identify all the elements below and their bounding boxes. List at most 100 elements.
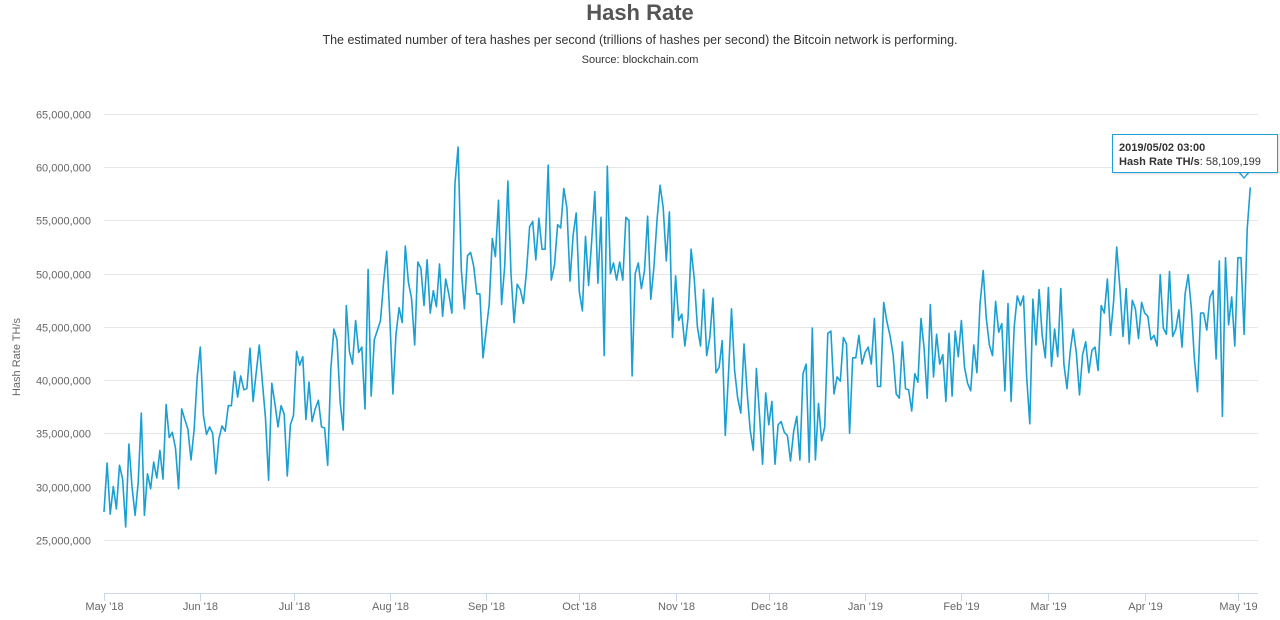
- data-point: [842, 337, 844, 339]
- data-point: [467, 255, 469, 257]
- data-point: [178, 488, 180, 490]
- data-point: [1240, 257, 1242, 259]
- y-tick-label: 30,000,000: [36, 483, 91, 495]
- data-point: [849, 432, 851, 434]
- data-point: [1097, 370, 1099, 372]
- data-point: [703, 289, 705, 291]
- data-point: [432, 290, 434, 292]
- data-point: [417, 261, 419, 263]
- data-point: [591, 240, 593, 242]
- data-point: [939, 363, 941, 365]
- x-tick-label: May '19: [1219, 601, 1257, 613]
- data-point: [811, 327, 813, 329]
- data-point: [709, 337, 711, 339]
- data-point: [286, 475, 288, 477]
- data-point: [846, 343, 848, 345]
- chart-title: Hash Rate: [586, 0, 694, 25]
- data-point: [1209, 296, 1211, 298]
- data-point: [196, 376, 198, 378]
- data-point: [998, 331, 1000, 333]
- data-point: [544, 248, 546, 250]
- data-point: [1100, 305, 1102, 307]
- data-point: [905, 388, 907, 390]
- data-point: [1221, 415, 1223, 417]
- data-point: [240, 375, 242, 377]
- data-point: [168, 437, 170, 439]
- data-point: [289, 424, 291, 426]
- data-point: [1001, 323, 1003, 325]
- data-point: [352, 363, 354, 365]
- x-tick-label: Jan '19: [848, 601, 883, 613]
- data-point: [653, 266, 655, 268]
- data-point: [383, 281, 385, 283]
- data-point: [414, 344, 416, 346]
- data-point: [684, 345, 686, 347]
- data-point: [249, 347, 251, 349]
- data-point: [628, 219, 630, 221]
- data-point: [901, 341, 903, 343]
- data-point: [1162, 327, 1164, 329]
- data-point: [647, 215, 649, 217]
- y-tick-label: 45,000,000: [36, 323, 91, 335]
- data-point: [1125, 288, 1127, 290]
- data-point: [743, 343, 745, 345]
- data-point: [230, 405, 232, 407]
- data-point: [258, 344, 260, 346]
- hash-rate-line[interactable]: [103, 146, 1252, 528]
- data-point: [821, 440, 823, 442]
- data-point: [662, 207, 664, 209]
- data-point: [774, 463, 776, 465]
- data-point: [700, 345, 702, 347]
- data-point: [827, 332, 829, 334]
- data-point: [603, 355, 605, 357]
- data-point: [1200, 312, 1202, 314]
- data-point: [802, 373, 804, 375]
- data-point: [159, 449, 161, 451]
- data-point: [712, 297, 714, 299]
- series-line[interactable]: [103, 146, 1252, 528]
- data-point: [681, 313, 683, 315]
- data-point: [982, 270, 984, 272]
- data-point: [445, 278, 447, 280]
- x-tick-label: Aug '18: [372, 601, 409, 613]
- data-point: [554, 264, 556, 266]
- data-point: [581, 310, 583, 312]
- data-point: [190, 459, 192, 461]
- y-tick-label: 55,000,000: [36, 216, 91, 228]
- data-point: [150, 488, 152, 490]
- tooltip-arrow-inner: [1239, 171, 1249, 177]
- data-point: [988, 344, 990, 346]
- data-point: [175, 447, 177, 449]
- data-point: [992, 355, 994, 357]
- data-point: [237, 396, 239, 398]
- data-point: [1190, 307, 1192, 309]
- data-point: [156, 477, 158, 479]
- data-point: [439, 263, 441, 265]
- data-point: [942, 354, 944, 356]
- data-point: [498, 199, 500, 201]
- data-point: [265, 417, 267, 419]
- data-point: [640, 288, 642, 290]
- data-point: [376, 329, 378, 331]
- data-point: [718, 366, 720, 368]
- data-point: [420, 267, 422, 269]
- data-point: [1144, 312, 1146, 314]
- data-point: [255, 372, 257, 374]
- data-point: [128, 443, 130, 445]
- data-point: [861, 363, 863, 365]
- data-point: [261, 381, 263, 383]
- data-point: [479, 293, 481, 295]
- series-points: [103, 146, 1251, 528]
- data-point: [401, 322, 403, 324]
- x-tick-label: Apr '19: [1128, 601, 1163, 613]
- data-point: [830, 330, 832, 332]
- data-point: [759, 414, 761, 416]
- data-point: [147, 473, 149, 475]
- data-point: [957, 356, 959, 358]
- data-point: [883, 301, 885, 303]
- data-point: [426, 259, 428, 261]
- data-point: [1019, 305, 1021, 307]
- data-point: [106, 462, 108, 464]
- data-point: [398, 307, 400, 309]
